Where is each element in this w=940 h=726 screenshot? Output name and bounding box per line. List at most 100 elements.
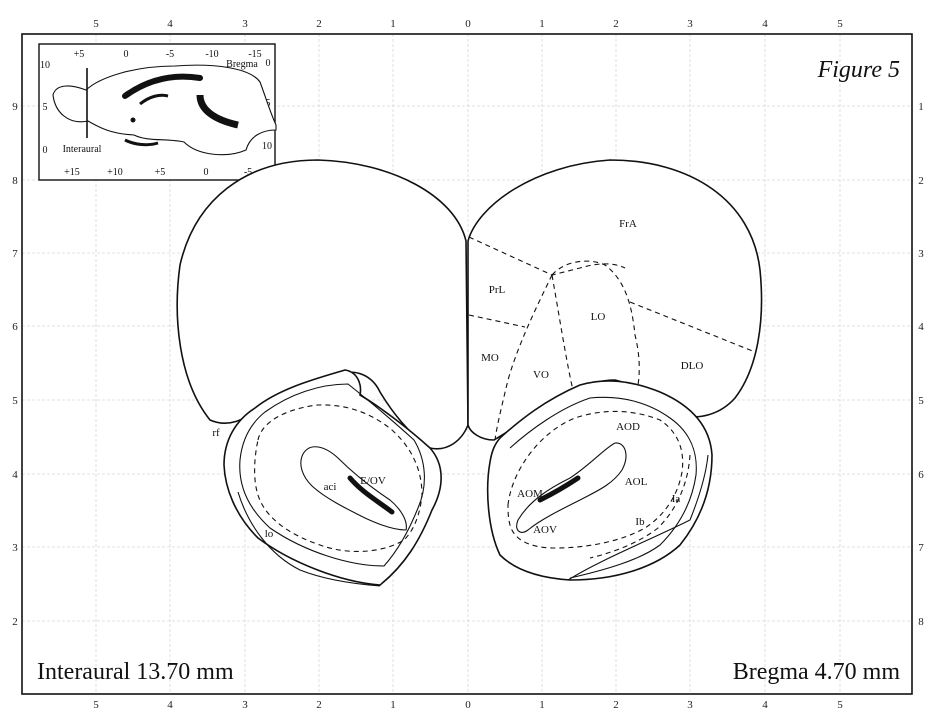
left-cortex-outline <box>176 159 469 450</box>
label-ia: Ia <box>672 493 681 505</box>
inset-bottom-tick: -5 <box>244 167 252 178</box>
right-frontal-boundary <box>468 236 626 276</box>
inset-corpus-callosum <box>122 73 203 99</box>
left-tick: 3 <box>12 542 18 554</box>
top-tick: 1 <box>390 18 396 30</box>
right-bulb-core <box>516 442 627 533</box>
top-tick: 5 <box>93 18 99 30</box>
left-tick: 4 <box>12 469 18 481</box>
right-vo-lateral-boundary <box>551 274 575 396</box>
top-tick: 1 <box>539 18 545 30</box>
label-vo: VO <box>533 369 549 381</box>
bottom-tick: 4 <box>167 699 173 711</box>
bregma-label: Bregma 4.70 mm <box>733 659 901 685</box>
label-aci: aci <box>324 481 337 493</box>
label-ib: Ib <box>635 516 645 528</box>
right-lo-dlo-boundary <box>629 301 756 353</box>
inset-brain-outline <box>52 64 277 156</box>
inset-top-tick: -5 <box>166 49 174 60</box>
inset-top-tick: -10 <box>205 49 218 60</box>
right-ependymal-band <box>537 475 581 503</box>
label-aov: AOV <box>533 524 557 536</box>
label-aod: AOD <box>616 421 640 433</box>
right-tick: 3 <box>918 248 924 260</box>
bottom-tick: 0 <box>465 699 471 711</box>
label-dlo: DLO <box>681 360 704 372</box>
inset-interaural-label: Interaural <box>63 144 102 155</box>
left-axis: 9 8 7 6 5 4 3 2 <box>12 101 18 628</box>
top-tick: 3 <box>687 18 693 30</box>
inset-bregma-label: Bregma <box>226 59 258 70</box>
left-bulb-inner-contour <box>239 383 425 567</box>
inset-top-tick: 0 <box>124 49 129 60</box>
label-aom: AOM <box>517 488 543 500</box>
right-bulb-inner-contour <box>509 396 697 579</box>
label-fra: FrA <box>619 218 637 230</box>
label-prl: PrL <box>489 284 506 296</box>
bottom-tick: 5 <box>93 699 99 711</box>
bottom-tick: 5 <box>837 699 843 711</box>
bottom-tick: 3 <box>242 699 248 711</box>
top-tick: 2 <box>613 18 619 30</box>
inset-bottom-tick: +15 <box>64 167 80 178</box>
label-aol: AOL <box>625 476 648 488</box>
bottom-tick: 2 <box>613 699 619 711</box>
right-vo-medial-boundary <box>494 274 553 441</box>
right-tick: 8 <box>918 616 924 628</box>
right-tick: 2 <box>918 175 924 187</box>
inset-top-tick: -15 <box>248 49 261 60</box>
label-lo: LO <box>591 311 606 323</box>
inset-left-tick: 10 <box>40 60 50 71</box>
right-lateral-olfactory-tract <box>567 454 709 581</box>
right-tick: 6 <box>918 469 924 481</box>
sagittal-inset: +5 0 -5 -10 -15 +15 +10 +5 0 -5 10 5 0 0… <box>38 43 277 181</box>
inset-right-tick: 10 <box>262 141 272 152</box>
left-tick: 6 <box>12 321 18 333</box>
left-bulb-core <box>300 446 407 531</box>
left-ependymal-band <box>347 475 395 515</box>
left-tick: 9 <box>12 101 18 113</box>
left-tick: 7 <box>12 248 18 260</box>
right-prl-mo-boundary <box>468 314 526 328</box>
top-tick: 2 <box>316 18 322 30</box>
left-tick: 2 <box>12 616 18 628</box>
right-bulb-outer-dashed <box>589 454 691 559</box>
top-tick: 3 <box>242 18 248 30</box>
bottom-tick: 1 <box>390 699 396 711</box>
plate-frame <box>21 33 913 695</box>
inset-bottom-tick: +5 <box>155 167 166 178</box>
right-axis: 1 2 3 4 5 6 7 8 <box>918 101 924 628</box>
label-rf: rf <box>212 427 220 439</box>
label-mo: MO <box>481 352 499 364</box>
right-tick: 4 <box>918 321 924 333</box>
inset-left-tick: 0 <box>43 145 48 156</box>
inset-optic-tract <box>124 138 159 147</box>
bottom-axis: 5 4 3 2 1 0 1 2 3 4 5 <box>93 699 843 711</box>
label-lo-tract: lo <box>265 528 274 540</box>
left-tick: 5 <box>12 395 18 407</box>
label-e-ov: E/OV <box>360 475 386 487</box>
inset-commissure <box>130 117 136 123</box>
inset-left-tick: 5 <box>43 102 48 113</box>
inset-right-tick: 0 <box>266 58 271 69</box>
top-tick: 0 <box>465 18 471 30</box>
right-lo-boundary <box>551 260 640 386</box>
figure-title: Figure 5 <box>817 57 900 83</box>
inset-hippocampus <box>196 94 239 129</box>
bottom-tick: 2 <box>316 699 322 711</box>
right-tick: 7 <box>918 542 924 554</box>
left-lateral-olfactory-tract <box>237 491 381 587</box>
inset-ventricle <box>139 93 169 106</box>
left-bulb-dashed-layer <box>254 404 423 552</box>
inset-bottom-tick: +10 <box>107 167 123 178</box>
bottom-tick: 1 <box>539 699 545 711</box>
top-tick: 4 <box>762 18 768 30</box>
inset-bottom-tick: 0 <box>204 167 209 178</box>
bottom-tick: 4 <box>762 699 768 711</box>
inset-top-tick: +5 <box>74 49 85 60</box>
right-tick: 5 <box>918 395 924 407</box>
top-tick: 5 <box>837 18 843 30</box>
right-tick: 1 <box>918 101 924 113</box>
top-axis: 5 4 3 2 1 0 1 2 3 4 5 <box>93 18 843 30</box>
